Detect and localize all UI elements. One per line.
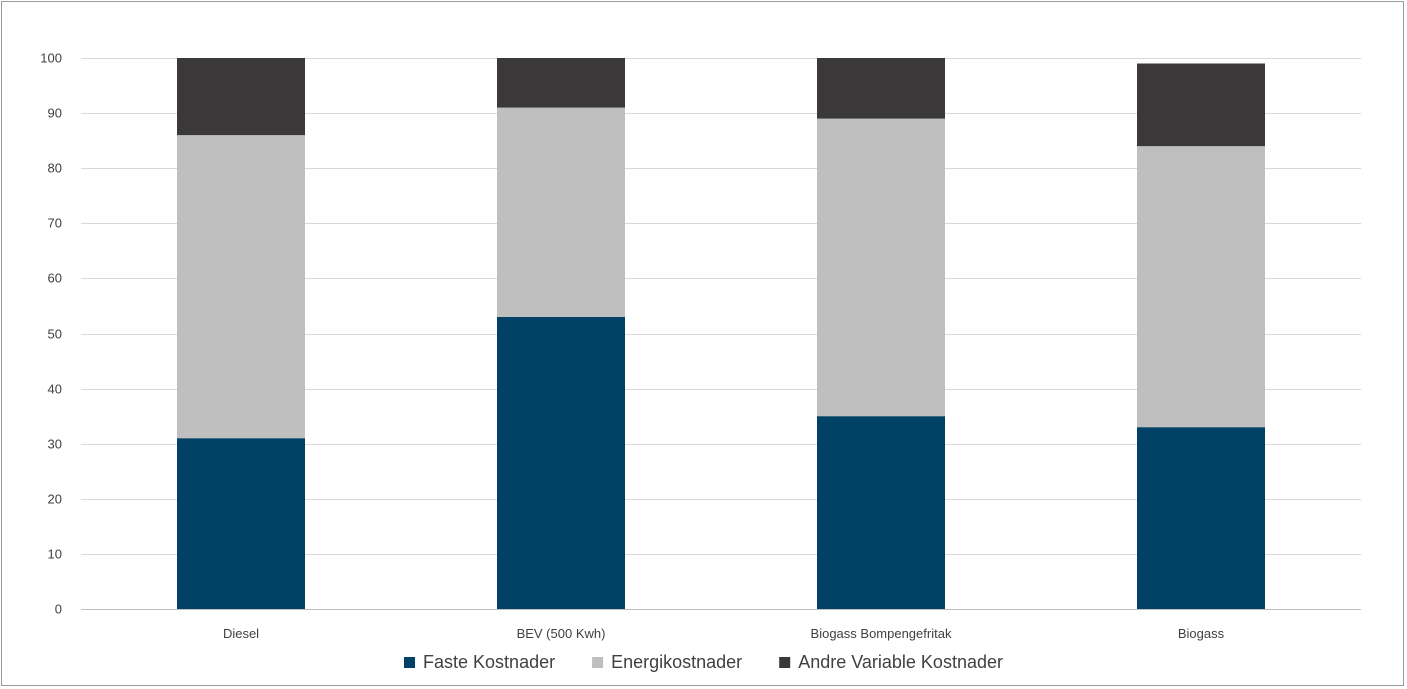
legend-swatch	[592, 657, 604, 668]
legend: Faste Kostnader Energikostnader Andre Vari…	[404, 652, 1003, 672]
x-category-label: BEV (500 Kwh)	[517, 626, 606, 641]
y-tick-label: 70	[48, 216, 62, 231]
x-axis: Diesel BEV (500 Kwh) Biogass Bompengefrita…	[223, 626, 1225, 641]
bar-segment	[817, 416, 945, 609]
bar-segment	[817, 118, 945, 417]
bar-segment	[817, 58, 945, 119]
legend-label: Andre Variable Kostnader	[798, 652, 1003, 672]
bar-segment	[1137, 146, 1265, 428]
legend-swatch	[404, 657, 416, 668]
x-category-label: Biogass	[1178, 626, 1225, 641]
bar-segment	[177, 438, 305, 609]
legend-swatch	[779, 657, 791, 668]
bar-segment	[177, 135, 305, 439]
y-tick-label: 80	[48, 161, 62, 176]
y-tick-label: 50	[48, 327, 62, 342]
y-tick-label: 20	[48, 492, 62, 507]
bars	[177, 58, 1265, 609]
legend-label: Faste Kostnader	[423, 652, 555, 672]
y-tick-label: 10	[48, 547, 62, 562]
bar-segment	[1137, 427, 1265, 609]
y-tick-label: 60	[48, 271, 62, 286]
legend-label: Energikostnader	[611, 652, 742, 672]
bar-segment	[177, 58, 305, 136]
bar-segment	[497, 107, 625, 317]
bar-segment	[497, 316, 625, 609]
y-tick-label: 0	[55, 602, 62, 617]
y-tick-label: 90	[48, 106, 62, 121]
y-axis: 0 10 20 30 40 50 60 70 80 90 100	[40, 51, 62, 617]
x-category-label: Biogass Bompengefritak	[811, 626, 952, 641]
y-tick-label: 100	[40, 51, 62, 66]
y-tick-label: 40	[48, 382, 62, 397]
bar-segment	[497, 58, 625, 108]
y-tick-label: 30	[48, 437, 62, 452]
x-category-label: Diesel	[223, 626, 259, 641]
bar-segment	[1137, 63, 1265, 147]
